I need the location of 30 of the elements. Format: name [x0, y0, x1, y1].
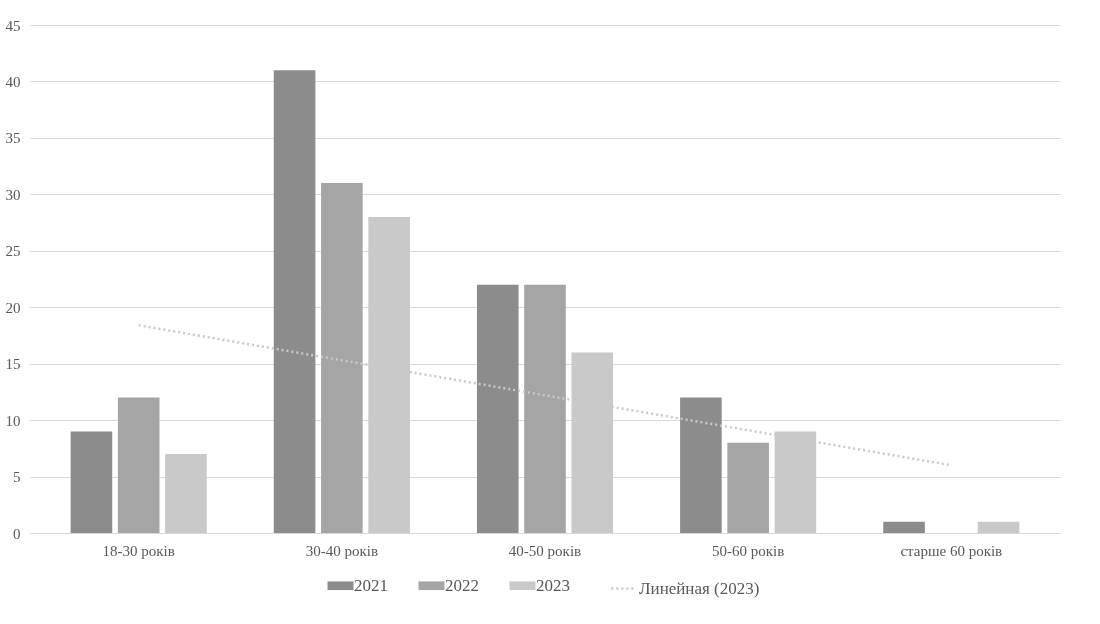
y-tick-label: 40 [5, 73, 21, 90]
bar [524, 284, 566, 533]
y-tick-label: 25 [5, 243, 21, 260]
bar [883, 521, 925, 533]
x-tick-label: 30-40 років [305, 542, 378, 559]
legend-label: 2022 [445, 575, 479, 595]
x-tick-label: старше 60 років [900, 542, 1003, 559]
bar [476, 284, 519, 533]
bar [165, 453, 207, 533]
bar [117, 397, 160, 533]
y-tick-label: 5 [13, 469, 21, 486]
legend-label: Линейная (2023) [639, 578, 760, 598]
bar [273, 70, 316, 533]
y-tick-label: 10 [5, 412, 21, 429]
x-tick-label: 40-50 років [508, 542, 582, 559]
bar [70, 431, 113, 533]
y-tick-label: 20 [5, 299, 21, 316]
bar [727, 442, 769, 533]
y-tick-label: 45 [5, 17, 21, 34]
x-tick-label: 50-60 років [712, 542, 785, 559]
y-tick-label: 15 [5, 356, 21, 373]
y-tick-label: 35 [5, 130, 21, 147]
bar [680, 397, 722, 533]
bar [977, 521, 1020, 533]
y-tick-label: 30 [5, 186, 21, 203]
y-tick-label: 0 [13, 525, 21, 542]
bar [321, 183, 363, 533]
legend-label: 2021 [354, 575, 388, 595]
x-tick-label: 18-30 років [102, 542, 175, 559]
legend-label: 2023 [536, 575, 570, 595]
